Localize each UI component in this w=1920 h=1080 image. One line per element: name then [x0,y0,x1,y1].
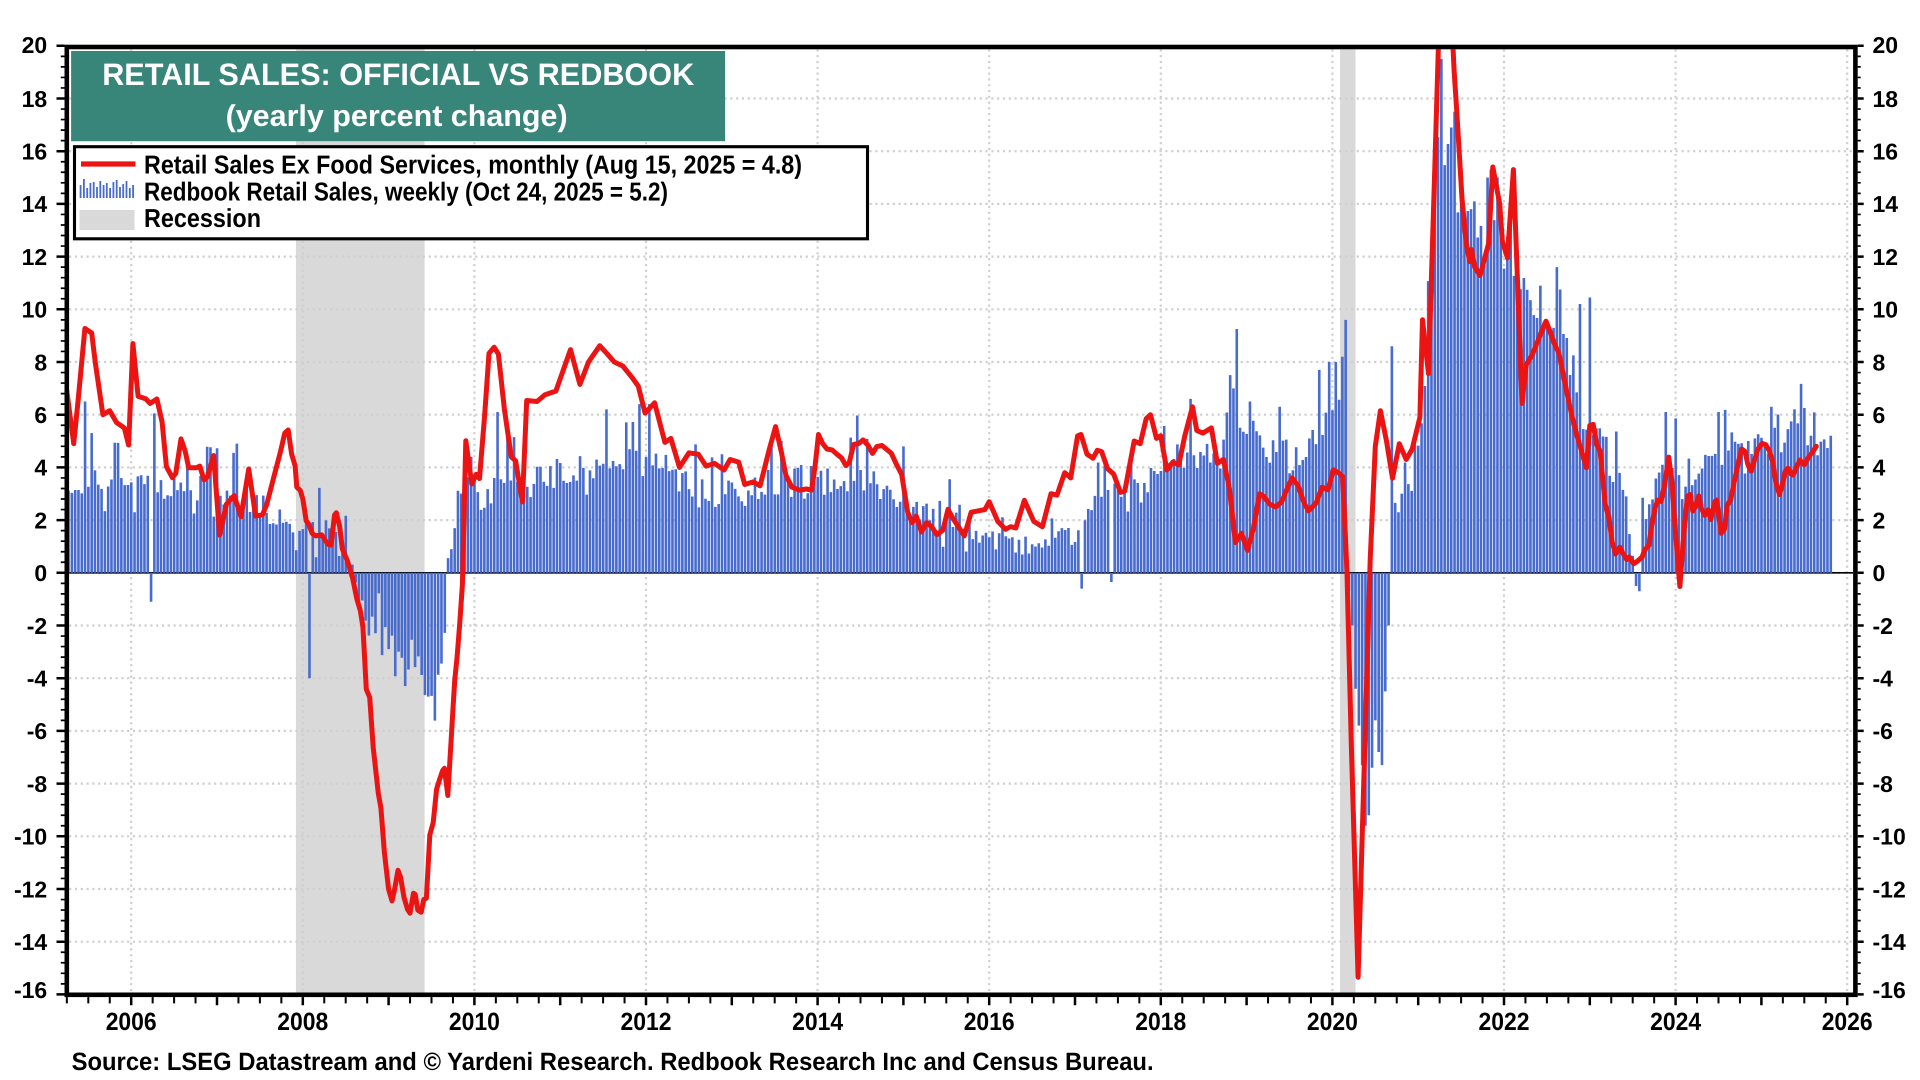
svg-text:2026: 2026 [1822,1008,1873,1036]
svg-text:14: 14 [1873,191,1899,217]
svg-text:-14: -14 [14,929,47,955]
svg-text:2022: 2022 [1479,1008,1530,1036]
svg-text:8: 8 [34,349,47,375]
svg-text:-16: -16 [1873,977,1906,1003]
svg-text:6: 6 [34,402,47,428]
svg-text:2024: 2024 [1650,1008,1701,1036]
svg-text:(yearly percent change): (yearly percent change) [226,100,568,133]
svg-text:-14: -14 [1873,929,1906,955]
svg-text:2010: 2010 [449,1008,500,1036]
svg-text:2020: 2020 [1307,1008,1358,1036]
svg-text:2: 2 [34,507,47,533]
svg-text:18: 18 [1873,86,1899,112]
svg-text:-12: -12 [14,876,47,902]
svg-text:2008: 2008 [277,1008,328,1036]
svg-text:Source: LSEG Datastream and ©: Source: LSEG Datastream and © Yardeni Re… [72,1048,1154,1076]
svg-text:2014: 2014 [792,1008,843,1036]
svg-text:2016: 2016 [964,1008,1015,1036]
svg-text:16: 16 [22,139,48,165]
svg-text:-10: -10 [14,824,47,850]
svg-text:Retail Sales Ex Food Services,: Retail Sales Ex Food Services, monthly (… [144,149,802,179]
svg-text:2012: 2012 [621,1008,672,1036]
svg-text:-8: -8 [1873,771,1894,797]
svg-text:-2: -2 [1873,613,1893,639]
svg-text:Recession: Recession [144,203,261,233]
svg-text:12: 12 [1873,244,1899,270]
svg-text:2018: 2018 [1135,1008,1186,1036]
svg-text:-4: -4 [1873,666,1894,692]
svg-text:-6: -6 [1873,718,1893,744]
svg-text:14: 14 [22,191,48,217]
svg-text:8: 8 [1873,349,1886,375]
svg-text:-16: -16 [14,977,47,1003]
svg-text:0: 0 [1873,560,1886,586]
svg-text:2: 2 [1873,507,1886,533]
svg-text:4: 4 [1873,455,1886,481]
svg-text:16: 16 [1873,139,1899,165]
svg-text:2006: 2006 [106,1008,157,1036]
svg-text:20: 20 [1873,32,1899,58]
svg-text:RETAIL SALES: OFFICIAL VS REDB: RETAIL SALES: OFFICIAL VS REDBOOK [102,57,695,92]
svg-text:-6: -6 [27,718,47,744]
svg-text:Redbook Retail Sales, weekly (: Redbook Retail Sales, weekly (Oct 24, 20… [144,176,668,206]
svg-text:-12: -12 [1873,876,1906,902]
svg-text:4: 4 [34,455,47,481]
svg-text:6: 6 [1873,402,1886,428]
svg-text:-2: -2 [27,613,47,639]
svg-text:18: 18 [22,86,48,112]
svg-text:20: 20 [22,32,48,58]
svg-text:-4: -4 [27,666,48,692]
svg-text:-8: -8 [27,771,48,797]
svg-text:10: 10 [1873,297,1899,323]
svg-text:0: 0 [34,560,47,586]
svg-text:12: 12 [22,244,48,270]
svg-text:10: 10 [22,297,48,323]
svg-text:-10: -10 [1873,824,1906,850]
